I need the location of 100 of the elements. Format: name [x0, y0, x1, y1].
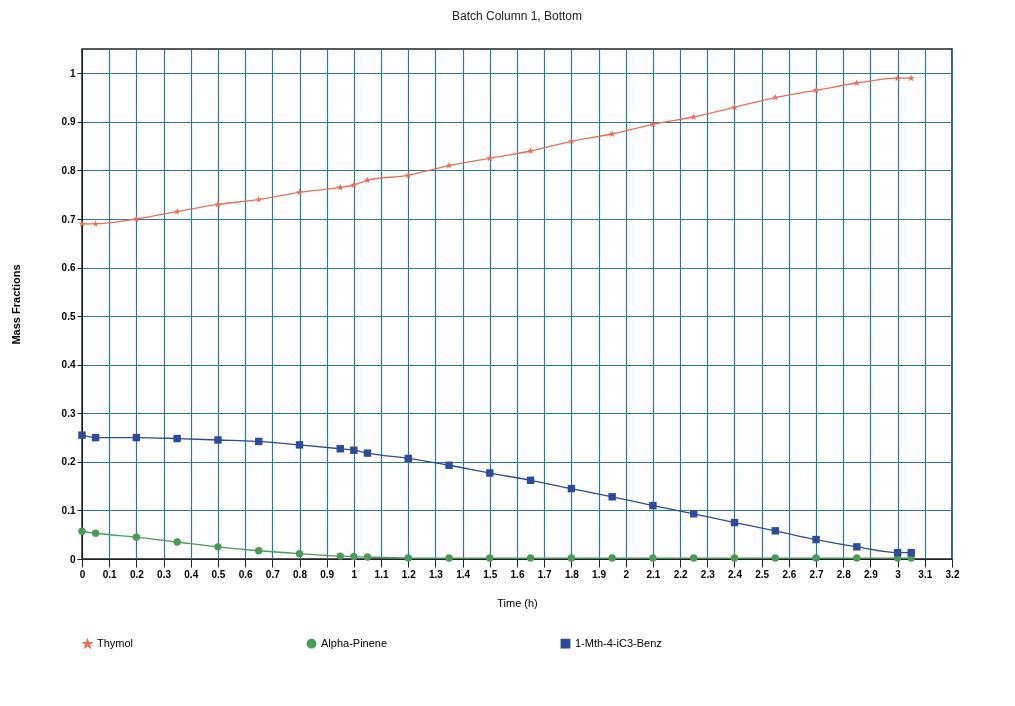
y-tick-label: 0 [69, 553, 76, 565]
x-tick-label: 0.3 [157, 568, 172, 580]
x-tick-label: 1.1 [374, 568, 389, 580]
x-tick-label: 1.4 [456, 568, 471, 580]
point [350, 446, 358, 454]
x-tick-label: 0.9 [320, 568, 335, 580]
x-tick-label: 0.7 [265, 568, 281, 580]
x-tick-label: 2.9 [863, 568, 879, 580]
point [445, 554, 453, 562]
point [363, 553, 372, 561]
point [730, 554, 739, 562]
point [255, 195, 263, 203]
y-tick-label: 0.3 [61, 407, 76, 419]
x-tick-label: 1.5 [483, 568, 498, 580]
point [445, 161, 453, 169]
point [649, 120, 657, 128]
point [404, 554, 412, 562]
x-tick-label: 3.2 [945, 568, 960, 580]
point [649, 554, 657, 562]
point [771, 93, 779, 101]
legend-label: Alpha-Pinene [321, 636, 388, 649]
x-tick-label: 0.2 [129, 568, 145, 580]
x-tick-label: 2.2 [673, 568, 689, 580]
point [350, 181, 358, 188]
x-tick-label: 0 [79, 568, 86, 580]
point [295, 188, 304, 196]
point [91, 529, 100, 537]
x-tick-label: 2.6 [782, 568, 797, 580]
x-tick-label: 0.5 [211, 568, 226, 580]
point [526, 554, 535, 562]
x-tick-label: 2.8 [836, 568, 852, 580]
point [214, 543, 222, 551]
point [214, 200, 222, 208]
point [690, 510, 698, 518]
x-tick-label: 0.1 [102, 568, 118, 580]
x-tick-label: 2 [623, 568, 630, 580]
legend-label: 1-Mth-4-iC3-Benz [575, 636, 662, 649]
point [608, 130, 616, 137]
point [336, 552, 344, 560]
x-tick-label: 2.1 [646, 568, 661, 580]
point [771, 527, 779, 535]
x-tick-label: 2.5 [755, 568, 770, 580]
point [486, 154, 494, 162]
point [690, 554, 698, 562]
x-tick-label: 1.2 [401, 568, 417, 580]
point [255, 547, 263, 555]
point [812, 554, 820, 562]
point [608, 493, 616, 501]
point [92, 220, 100, 227]
point [78, 431, 86, 439]
point [486, 469, 494, 477]
point [173, 434, 181, 443]
x-tick-label: 1.3 [428, 568, 444, 580]
x-tick-label: 1.6 [510, 568, 525, 580]
point [567, 554, 576, 562]
point [404, 171, 412, 179]
point [173, 538, 181, 546]
point [132, 533, 141, 541]
y-tick-label: 0.7 [61, 213, 76, 225]
y-tick-label: 0.5 [61, 310, 76, 322]
x-tick-label: 2.7 [809, 568, 824, 580]
x-tick-label: 3 [895, 568, 902, 580]
point [486, 554, 494, 562]
x-tick-label: 0.6 [238, 568, 254, 580]
x-tick-label: 2.3 [700, 568, 716, 580]
point [567, 137, 575, 145]
point [812, 86, 820, 94]
point [907, 74, 915, 82]
point [363, 449, 372, 457]
y-tick-label: 0.9 [61, 116, 76, 128]
point [853, 543, 861, 551]
x-tick-label: 1.8 [564, 568, 580, 580]
x-tick-label: 1 [351, 568, 358, 580]
y-tick-label: 0.4 [61, 359, 76, 371]
point [812, 535, 820, 544]
chart-title: Batch Column 1, Bottom [451, 9, 583, 23]
x-tick-label: 2.4 [728, 568, 743, 580]
y-tick-label: 0.1 [61, 504, 76, 516]
point [350, 552, 358, 561]
point [853, 554, 861, 562]
y-tick-label: 0.8 [61, 164, 76, 176]
point [853, 79, 861, 86]
point [295, 441, 304, 449]
point [214, 436, 222, 444]
x-tick-label: 1.7 [537, 568, 553, 580]
point [295, 549, 304, 558]
x-tick-label: 0.8 [293, 568, 308, 580]
x-tick-label: 0.4 [184, 568, 199, 580]
point [608, 554, 616, 562]
point [771, 554, 779, 562]
x-tick-label: 1.9 [592, 568, 607, 580]
point [649, 501, 657, 510]
y-axis-title: Mass Fractions [9, 264, 22, 345]
point [445, 461, 453, 469]
point [78, 527, 86, 536]
y-tick-label: 1 [69, 67, 76, 79]
x-tick-label: 3.1 [918, 568, 933, 580]
x-axis-title: Time (h) [497, 596, 538, 609]
y-tick-label: 0.6 [61, 262, 76, 274]
point [336, 183, 344, 191]
